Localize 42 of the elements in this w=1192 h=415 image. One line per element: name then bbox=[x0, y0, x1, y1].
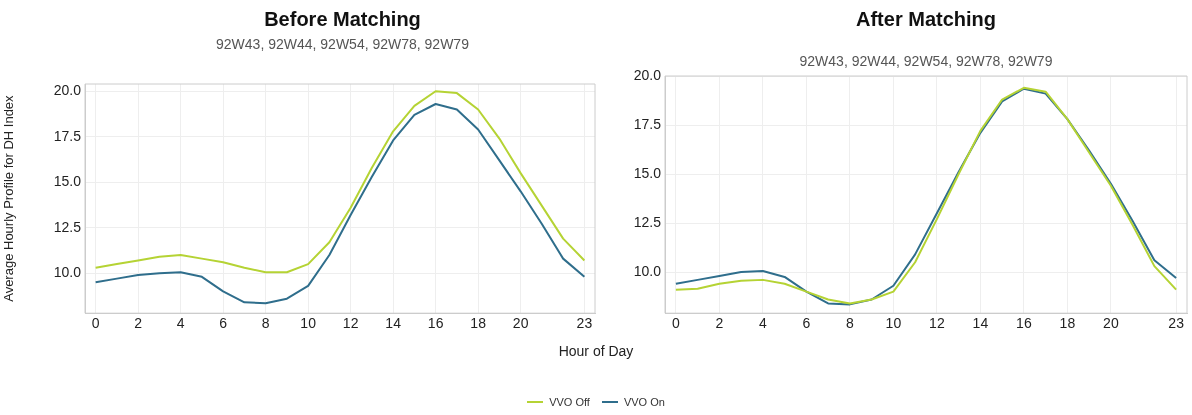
x-tick-label: 0 bbox=[91, 315, 100, 332]
chart-title: Before Matching bbox=[263, 8, 422, 31]
x-tick-label: 6 bbox=[219, 315, 228, 332]
y-tick-label: 15.0 bbox=[633, 164, 662, 181]
chart-title: After Matching bbox=[855, 8, 997, 31]
x-tick-label: 10 bbox=[300, 315, 317, 332]
x-tick-label: 23 bbox=[576, 315, 593, 332]
x-tick-label: 14 bbox=[385, 315, 402, 332]
y-tick-label: 12.5 bbox=[53, 218, 82, 235]
legend-label: VVO On bbox=[623, 396, 665, 408]
x-tick-label: 12 bbox=[342, 315, 359, 332]
x-tick-label: 18 bbox=[1059, 315, 1076, 332]
x-tick-label: 20 bbox=[1103, 315, 1119, 332]
legend-label: VVO Off bbox=[549, 396, 590, 408]
chart-subtitle: 92W43, 92W44, 92W54, 92W78, 92W79 bbox=[215, 36, 470, 52]
x-tick-label: 2 bbox=[715, 315, 724, 332]
x-tick-label: 6 bbox=[802, 315, 811, 332]
x-tick-label: 14 bbox=[972, 315, 989, 332]
x-tick-label: 18 bbox=[470, 315, 487, 332]
x-tick-label: 2 bbox=[134, 315, 143, 332]
y-tick-label: 20.0 bbox=[633, 66, 662, 83]
x-tick-label: 12 bbox=[929, 315, 945, 332]
x-tick-label: 0 bbox=[671, 315, 680, 332]
y-tick-label: 15.0 bbox=[53, 173, 82, 190]
x-tick-label: 16 bbox=[1016, 315, 1032, 332]
y-tick-label: 17.5 bbox=[633, 115, 662, 132]
x-axis-title: Hour of Day bbox=[557, 343, 635, 359]
x-tick-label: 8 bbox=[845, 315, 854, 332]
x-tick-label: 4 bbox=[176, 315, 185, 332]
chart-subtitle: 92W43, 92W44, 92W54, 92W78, 92W79 bbox=[798, 53, 1054, 69]
y-axis-title: Average Hourly Profile for DH Index bbox=[1, 94, 17, 302]
y-tick-label: 10.0 bbox=[53, 264, 82, 281]
y-tick-label: 12.5 bbox=[633, 213, 662, 230]
x-tick-label: 4 bbox=[758, 315, 767, 332]
y-tick-label: 20.0 bbox=[53, 82, 82, 99]
x-tick-label: 20 bbox=[512, 315, 529, 332]
x-tick-label: 16 bbox=[427, 315, 444, 332]
x-tick-label: 8 bbox=[261, 315, 270, 332]
y-tick-label: 17.5 bbox=[53, 127, 82, 144]
y-tick-label: 10.0 bbox=[633, 262, 662, 279]
x-tick-label: 23 bbox=[1168, 315, 1185, 332]
x-tick-label: 10 bbox=[885, 315, 902, 332]
